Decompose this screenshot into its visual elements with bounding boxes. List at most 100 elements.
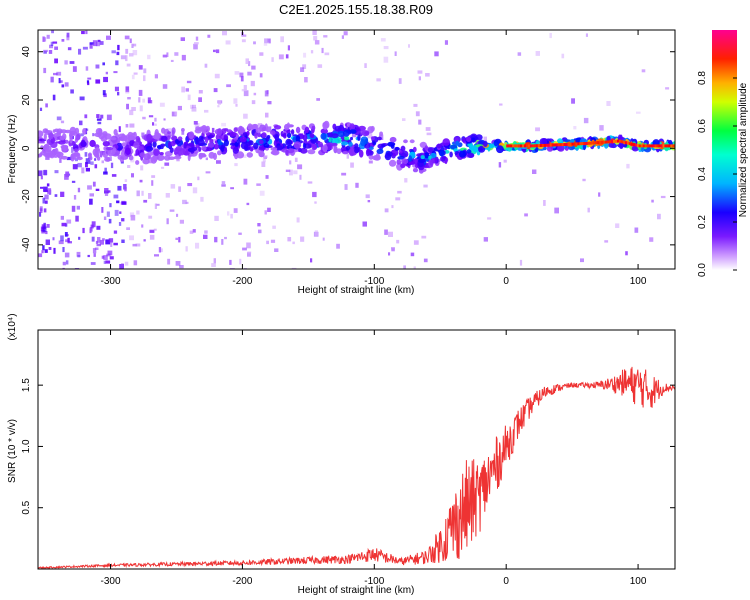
ridge-mark xyxy=(322,144,328,153)
speckle-mark xyxy=(261,161,266,167)
speckle-mark xyxy=(102,238,105,241)
speckle-mark xyxy=(213,88,218,93)
ridge-core-mark xyxy=(618,139,622,143)
speckle-mark xyxy=(180,37,185,41)
ridge-mark xyxy=(344,136,350,141)
ridge-mark xyxy=(177,136,183,141)
speckle-mark xyxy=(343,31,348,36)
ridge-core-mark xyxy=(605,140,608,144)
speckle-mark xyxy=(134,153,138,157)
speckle-mark xyxy=(113,194,119,199)
ridge-core-mark xyxy=(520,144,523,148)
speckle-mark xyxy=(324,52,330,56)
ridge-mark xyxy=(293,141,302,149)
ridge-mark xyxy=(320,132,327,140)
speckle-mark xyxy=(143,75,146,82)
ridge-mark xyxy=(124,147,131,155)
speckle-mark xyxy=(198,90,203,94)
ridge-mark xyxy=(229,142,236,146)
x-tick-label: -100 xyxy=(364,576,384,587)
ridge-mark xyxy=(365,148,371,157)
speckle-mark xyxy=(626,163,630,169)
speckle-mark xyxy=(44,189,49,193)
speckle-mark xyxy=(96,225,101,230)
speckle-mark xyxy=(160,248,163,253)
speckle-mark xyxy=(140,165,144,171)
speckle-mark xyxy=(166,218,169,225)
ridge-mark xyxy=(311,143,317,151)
speckle-mark xyxy=(204,109,209,113)
ridge-mark xyxy=(286,130,291,134)
speckle-mark xyxy=(239,258,242,265)
speckle-mark xyxy=(77,162,82,168)
spectrogram-y-label: Frequency (Hz) xyxy=(7,115,18,184)
ridge-mark xyxy=(188,131,195,140)
speckle-mark xyxy=(105,71,108,75)
speckle-mark xyxy=(95,79,101,84)
speckle-mark xyxy=(71,205,76,212)
speckle-mark xyxy=(176,213,179,217)
speckle-mark xyxy=(649,237,654,242)
speckle-mark xyxy=(131,74,135,80)
speckle-mark xyxy=(222,31,227,36)
speckle-mark xyxy=(79,120,83,126)
speckle-mark xyxy=(96,114,100,118)
ridge-mark xyxy=(169,147,174,153)
speckle-mark xyxy=(105,239,111,245)
speckle-mark xyxy=(391,205,394,209)
ridge-mark xyxy=(336,148,342,155)
ridge-core-mark xyxy=(539,144,543,147)
ridge-mark xyxy=(247,123,253,130)
ridge-mark xyxy=(253,142,259,150)
speckle-mark xyxy=(233,98,238,104)
snr-frame xyxy=(37,329,676,570)
ridge-mark xyxy=(428,155,432,160)
ridge-mark xyxy=(234,141,239,147)
ridge-mark xyxy=(449,151,453,158)
speckle-mark xyxy=(402,118,406,121)
ridge-mark xyxy=(270,130,276,135)
speckle-mark xyxy=(62,261,66,266)
ridge-mark xyxy=(76,156,83,161)
ridge-mark xyxy=(409,139,415,144)
speckle-mark xyxy=(131,107,136,111)
speckle-mark xyxy=(99,239,104,245)
speckle-mark xyxy=(81,167,85,174)
speckle-mark xyxy=(410,252,415,257)
speckle-mark xyxy=(64,252,70,258)
ridge-mark xyxy=(360,130,364,135)
speckle-mark xyxy=(89,42,95,45)
ridge-core-mark xyxy=(508,144,511,148)
speckle-mark xyxy=(124,179,128,182)
ridge-mark xyxy=(156,154,165,161)
ridge-mark xyxy=(342,129,350,137)
ridge-mark xyxy=(242,132,247,136)
speckle-mark xyxy=(170,184,176,189)
x-tick-label: -300 xyxy=(101,576,121,587)
speckle-mark xyxy=(108,238,114,243)
ridge-core-mark xyxy=(597,141,600,145)
speckle-mark xyxy=(80,133,84,137)
ridge-mark xyxy=(368,146,374,151)
speckle-mark xyxy=(123,184,127,190)
ridge-mark xyxy=(213,143,219,150)
speckle-mark xyxy=(317,64,323,68)
speckle-mark xyxy=(587,207,590,213)
ridge-mark xyxy=(472,146,478,152)
ridge-mark xyxy=(275,145,283,151)
speckle-mark xyxy=(90,262,96,265)
ridge-core-mark xyxy=(613,139,616,143)
speckle-mark xyxy=(85,30,88,35)
speckle-mark xyxy=(109,256,114,260)
ridge-mark xyxy=(412,168,419,173)
speckle-mark xyxy=(116,200,120,204)
speckle-mark xyxy=(158,247,162,253)
speckle-mark xyxy=(133,72,138,75)
ridge-core-mark xyxy=(527,144,531,148)
speckle-mark xyxy=(221,184,226,187)
ridge-mark xyxy=(381,144,386,148)
speckle-mark xyxy=(554,207,559,214)
ridge-mark xyxy=(223,139,229,147)
ridge-mark xyxy=(438,149,445,157)
